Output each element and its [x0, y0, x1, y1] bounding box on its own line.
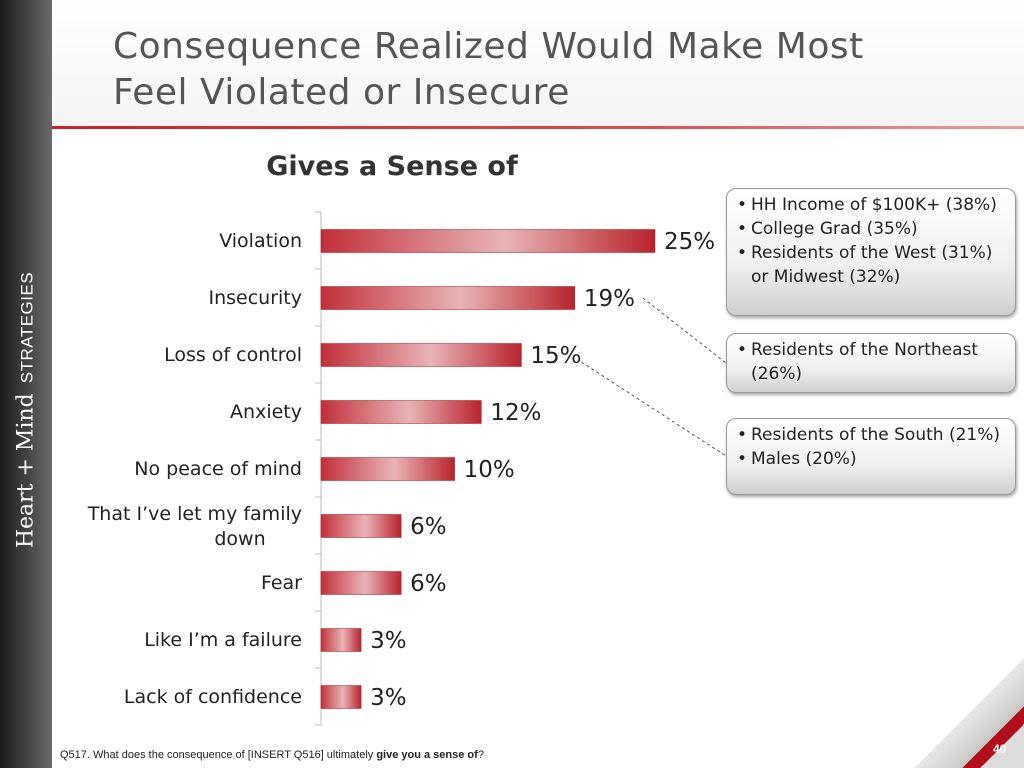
title-divider	[52, 126, 1024, 129]
page-number: 40	[993, 742, 1007, 756]
bar	[320, 400, 482, 424]
value-label: 6%	[410, 571, 447, 597]
value-label: 3%	[370, 685, 407, 711]
connector-line	[642, 297, 727, 364]
footnote: Q517. What does the consequence of [INSE…	[60, 749, 484, 761]
slide-title-line1: Consequence Realized Would Make Most	[113, 26, 864, 67]
value-label: 12%	[490, 400, 541, 426]
chart-bars	[320, 229, 656, 709]
value-label: 19%	[584, 286, 635, 312]
bar	[320, 571, 402, 595]
callout-item: Residents of the Northeast (26%)	[737, 338, 1007, 386]
chart-title: Gives a Sense of	[266, 151, 518, 182]
callout-connectors	[581, 297, 727, 457]
category-label: Lack of confidence	[124, 686, 302, 708]
category-labels: Violation Insecurity Loss of control Anxiet…	[87, 230, 302, 708]
callout-box-income: HH Income of $100K+ (38%)College Grad (3…	[726, 188, 1016, 316]
bar	[320, 685, 362, 709]
corner-decoration	[914, 658, 1024, 768]
bar	[320, 457, 455, 481]
value-label: 15%	[530, 343, 581, 369]
footnote-prefix: Q517. What does the consequence of [INSE…	[60, 749, 377, 761]
bar	[320, 286, 576, 310]
category-label: That I’ve let my family down	[87, 503, 302, 550]
value-label: 6%	[410, 514, 447, 540]
callout-item: HH Income of $100K+ (38%)	[737, 193, 1007, 217]
category-label: Like I’m a failure	[144, 629, 302, 651]
callout-box-northeast: Residents of the Northeast (26%)	[726, 333, 1016, 393]
sidebar-band: Heart + Mind STRATEGIES	[0, 0, 52, 768]
footnote-suffix: ?	[477, 749, 484, 761]
callout-box-south: Residents of the South (21%)Males (20%)	[726, 418, 1016, 495]
connector-line	[581, 361, 727, 457]
category-label: Anxiety	[230, 401, 302, 423]
footnote-bold: give you a sense of	[376, 749, 478, 761]
value-label: 25%	[664, 229, 715, 255]
bar	[320, 628, 362, 652]
category-label: No peace of mind	[134, 458, 302, 480]
callout-item: Residents of the South (21%)	[737, 423, 1007, 447]
bar	[320, 514, 402, 538]
callout-item: Males (20%)	[737, 447, 1007, 471]
value-labels: 25% 19% 15% 12% 10% 6% 6% 3% 3%	[370, 229, 715, 711]
category-label: Insecurity	[208, 287, 302, 309]
chart-axis	[315, 211, 322, 726]
value-label: 3%	[370, 628, 407, 654]
callout-item: Residents of the West (31%) or Midwest (…	[737, 241, 1007, 289]
category-label: Loss of control	[164, 344, 302, 366]
bar	[320, 343, 522, 367]
value-label: 10%	[464, 457, 515, 483]
slide-title: Consequence Realized Would Make Most Fee…	[113, 24, 973, 116]
category-label: Violation	[219, 230, 302, 252]
category-label: Fear	[261, 572, 302, 594]
bar	[320, 229, 656, 253]
header-background	[52, 0, 1024, 128]
slide-title-line2: Feel Violated or Insecure	[113, 72, 570, 113]
callout-item: College Grad (35%)	[737, 217, 1007, 241]
